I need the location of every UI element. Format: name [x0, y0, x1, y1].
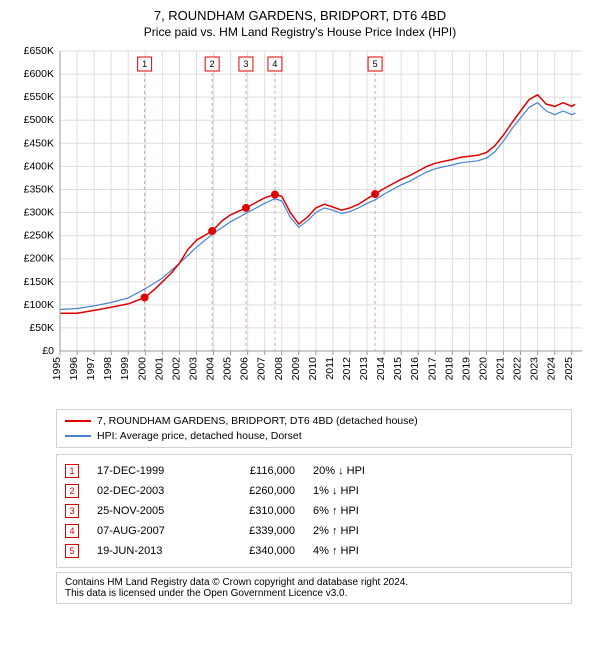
svg-text:2024: 2024 — [546, 357, 558, 381]
svg-text:2018: 2018 — [443, 357, 455, 381]
svg-text:2: 2 — [210, 59, 215, 69]
sale-marker: 2 — [65, 484, 79, 498]
sale-marker: 4 — [65, 524, 79, 538]
svg-text:5: 5 — [373, 59, 378, 69]
sale-price: £310,000 — [215, 505, 295, 517]
svg-text:2006: 2006 — [239, 357, 251, 381]
svg-text:2011: 2011 — [324, 357, 336, 380]
sale-diff: 6% ↑ HPI — [313, 505, 403, 517]
legend-swatch — [65, 420, 91, 422]
svg-text:2017: 2017 — [426, 357, 438, 381]
sale-price: £260,000 — [215, 485, 295, 497]
svg-text:1998: 1998 — [102, 357, 114, 381]
svg-text:4: 4 — [272, 59, 277, 69]
sale-date: 25-NOV-2005 — [97, 505, 197, 517]
sale-diff: 20% ↓ HPI — [313, 465, 403, 477]
svg-text:2015: 2015 — [392, 357, 404, 381]
svg-text:£100K: £100K — [24, 299, 54, 311]
svg-text:£300K: £300K — [24, 207, 54, 219]
sales-row: 5 19-JUN-2013 £340,000 4% ↑ HPI — [65, 541, 563, 561]
legend-row: 7, ROUNDHAM GARDENS, BRIDPORT, DT6 4BD (… — [65, 414, 563, 429]
svg-text:1: 1 — [142, 59, 147, 69]
svg-text:£600K: £600K — [24, 68, 54, 80]
chart-subtitle: Price paid vs. HM Land Registry's House … — [6, 25, 594, 39]
svg-text:1999: 1999 — [119, 357, 131, 381]
svg-text:1995: 1995 — [51, 357, 63, 381]
legend-swatch — [65, 435, 91, 437]
sale-price: £116,000 — [215, 465, 295, 477]
svg-text:£550K: £550K — [24, 91, 54, 103]
svg-text:2012: 2012 — [341, 357, 353, 381]
svg-text:2013: 2013 — [358, 357, 370, 381]
svg-text:2014: 2014 — [375, 357, 387, 381]
sale-date: 19-JUN-2013 — [97, 545, 197, 557]
svg-text:2000: 2000 — [136, 357, 148, 381]
svg-text:2007: 2007 — [256, 357, 268, 381]
sale-diff: 4% ↑ HPI — [313, 545, 403, 557]
footer-line-2: This data is licensed under the Open Gov… — [65, 588, 563, 599]
sales-row: 4 07-AUG-2007 £339,000 2% ↑ HPI — [65, 521, 563, 541]
svg-text:£650K: £650K — [24, 45, 54, 57]
svg-text:2025: 2025 — [563, 357, 575, 381]
title-block: 7, ROUNDHAM GARDENS, BRIDPORT, DT6 4BD P… — [6, 8, 594, 39]
footer-line-1: Contains HM Land Registry data © Crown c… — [65, 577, 563, 588]
svg-text:2008: 2008 — [273, 357, 285, 381]
svg-text:2003: 2003 — [187, 357, 199, 381]
sale-diff: 1% ↓ HPI — [313, 485, 403, 497]
line-chart: £0 £50K £100K £150K £200K £250K £300K £350K £400… — [8, 43, 592, 403]
svg-text:3: 3 — [243, 59, 248, 69]
sale-marker: 1 — [65, 464, 79, 478]
sale-date: 17-DEC-1999 — [97, 465, 197, 477]
chart-card: 7, ROUNDHAM GARDENS, BRIDPORT, DT6 4BD P… — [0, 0, 600, 612]
svg-text:2023: 2023 — [529, 357, 541, 381]
legend-label: 7, ROUNDHAM GARDENS, BRIDPORT, DT6 4BD (… — [97, 414, 418, 429]
sale-date: 02-DEC-2003 — [97, 485, 197, 497]
svg-text:£200K: £200K — [24, 253, 54, 265]
legend: 7, ROUNDHAM GARDENS, BRIDPORT, DT6 4BD (… — [56, 409, 572, 448]
chart-area: £0 £50K £100K £150K £200K £250K £300K £350K £400… — [8, 43, 592, 403]
sales-row: 3 25-NOV-2005 £310,000 6% ↑ HPI — [65, 501, 563, 521]
svg-text:£400K: £400K — [24, 160, 54, 172]
sales-row: 1 17-DEC-1999 £116,000 20% ↓ HPI — [65, 461, 563, 481]
svg-text:£250K: £250K — [24, 230, 54, 242]
svg-text:2019: 2019 — [460, 357, 472, 381]
sale-price: £340,000 — [215, 545, 295, 557]
sale-price: £339,000 — [215, 525, 295, 537]
sale-diff: 2% ↑ HPI — [313, 525, 403, 537]
svg-text:£50K: £50K — [29, 322, 54, 334]
svg-text:2022: 2022 — [512, 357, 524, 381]
svg-text:1997: 1997 — [85, 357, 97, 381]
svg-text:2004: 2004 — [205, 357, 217, 381]
svg-text:£450K: £450K — [24, 137, 54, 149]
svg-text:£500K: £500K — [24, 114, 54, 126]
svg-text:2001: 2001 — [153, 357, 165, 381]
svg-text:2009: 2009 — [290, 357, 302, 381]
legend-label: HPI: Average price, detached house, Dors… — [97, 429, 302, 444]
svg-text:2002: 2002 — [170, 357, 182, 381]
sale-marker: 3 — [65, 504, 79, 518]
sale-date: 07-AUG-2007 — [97, 525, 197, 537]
footer: Contains HM Land Registry data © Crown c… — [56, 572, 572, 604]
legend-row: HPI: Average price, detached house, Dors… — [65, 429, 563, 444]
svg-text:£350K: £350K — [24, 183, 54, 195]
sales-row: 2 02-DEC-2003 £260,000 1% ↓ HPI — [65, 481, 563, 501]
svg-text:2021: 2021 — [495, 357, 507, 381]
sale-marker: 5 — [65, 544, 79, 558]
svg-text:2020: 2020 — [477, 357, 489, 381]
svg-text:2016: 2016 — [409, 357, 421, 381]
svg-text:2010: 2010 — [307, 357, 319, 381]
svg-text:£150K: £150K — [24, 276, 54, 288]
sales-table: 1 17-DEC-1999 £116,000 20% ↓ HPI 2 02-DEC-200… — [56, 454, 572, 568]
svg-text:2005: 2005 — [222, 357, 234, 381]
svg-text:1996: 1996 — [68, 357, 80, 381]
svg-text:£0: £0 — [42, 345, 54, 357]
chart-title: 7, ROUNDHAM GARDENS, BRIDPORT, DT6 4BD — [6, 8, 594, 23]
